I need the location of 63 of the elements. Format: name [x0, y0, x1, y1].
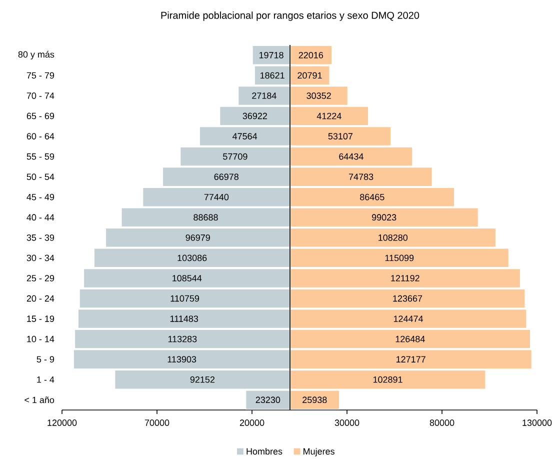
x-tick-label: 70000	[144, 420, 170, 426]
data-label: 99023	[372, 214, 396, 221]
data-label: 86465	[360, 194, 384, 200]
x-tick-label: 30000	[334, 420, 360, 426]
data-label: 108544	[172, 275, 202, 282]
data-label: 102891	[373, 376, 402, 383]
data-label: 74783	[348, 174, 374, 180]
data-label: 64434	[339, 153, 364, 160]
y-tick-label: 55 - 59	[26, 153, 54, 160]
data-label: 113903	[168, 356, 196, 363]
data-label: 88688	[194, 214, 218, 221]
y-tick-label: 70 - 74	[26, 92, 54, 99]
y-tick-label: 20 - 24	[26, 295, 54, 302]
data-label: 121192	[391, 275, 420, 282]
data-label: 47564	[232, 133, 258, 140]
data-label: 111483	[170, 316, 198, 322]
chart-title: Piramide poblacional por rangos etarios y sexo DMQ 2020	[161, 12, 420, 21]
data-label: 20791	[298, 72, 322, 79]
y-tick-label: 75 - 79	[26, 72, 54, 79]
data-label: 108280	[378, 234, 408, 241]
y-tick-label: 45 - 49	[26, 194, 54, 200]
legend-label: Hombres	[246, 448, 282, 455]
y-tick-label: 25 - 29	[26, 275, 54, 282]
data-label: 92152	[190, 376, 215, 383]
y-tick-label: 1 - 4	[37, 376, 54, 383]
x-tick-label: 20000	[240, 420, 264, 426]
y-tick-label: 40 - 44	[26, 214, 54, 221]
y-tick-label: 30 - 34	[26, 254, 54, 262]
x-tick-label: 120000	[48, 420, 77, 426]
y-tick-label: 65 - 69	[26, 112, 54, 120]
y-tick-label: 35 - 39	[26, 234, 54, 241]
data-label: 77440	[204, 194, 229, 200]
y-tick-label: 60 - 64	[26, 133, 54, 140]
data-label: 23230	[256, 396, 280, 404]
data-label: 96979	[186, 234, 210, 241]
data-label: 19718	[259, 52, 284, 58]
data-label: 126484	[396, 336, 425, 342]
data-label: 30352	[306, 92, 331, 99]
data-label: 53107	[328, 133, 353, 140]
data-label: 66978	[214, 174, 238, 180]
data-label: 124474	[394, 316, 423, 322]
y-tick-label: 15 - 19	[27, 316, 54, 322]
data-label: 115099	[385, 254, 414, 262]
data-label: 18621	[260, 72, 284, 79]
x-tick-label: 80000	[430, 420, 454, 426]
data-label: 103086	[178, 254, 207, 262]
y-tick-label: 10 - 14	[27, 336, 54, 342]
data-label: 123667	[393, 295, 422, 302]
data-label: 110759	[170, 295, 200, 302]
data-label: 57709	[223, 153, 248, 160]
y-tick-label: 80 y más	[18, 50, 54, 60]
data-label: 127177	[396, 356, 426, 362]
data-label: 36922	[242, 112, 267, 120]
data-label: 113283	[168, 336, 197, 342]
y-tick-label: 5 - 9	[36, 356, 54, 363]
x-tick-label: 130000	[522, 420, 552, 426]
data-label: 27184	[252, 92, 276, 99]
data-label: 22016	[298, 52, 324, 58]
y-tick-label: 50 - 54	[26, 174, 54, 180]
data-label: 25938	[302, 396, 327, 404]
data-label: 41224	[316, 112, 342, 120]
legend-label: Mujeres	[304, 448, 334, 456]
y-tick-label: < 1 año	[24, 396, 54, 404]
